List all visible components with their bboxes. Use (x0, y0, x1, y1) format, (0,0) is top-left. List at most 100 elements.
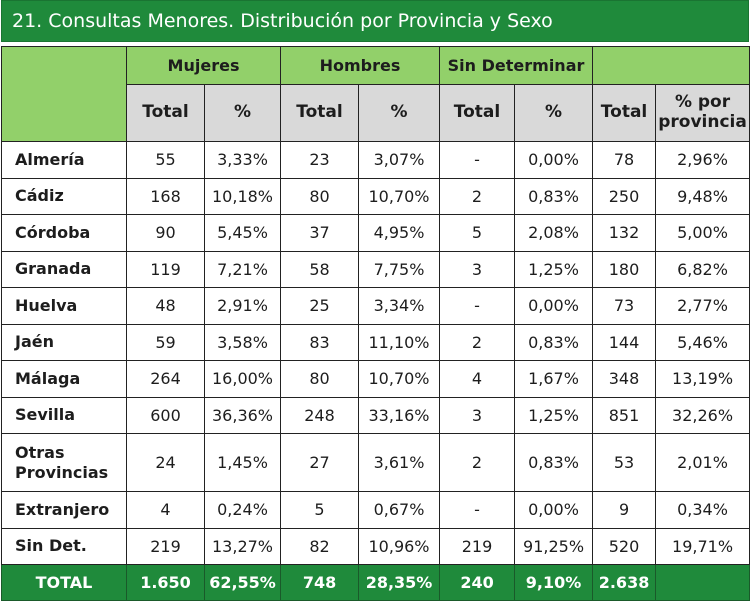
cell-sin-det-total: 2 (439, 433, 516, 492)
table-footer: TOTAL 1.650 62,55% 748 28,35% 240 9,10% … (1, 564, 750, 601)
province-name-line1: Huelva (15, 295, 78, 315)
cell-pct-provincia: 19,71% (655, 527, 750, 565)
cell-sin-det-pct: 1,25% (514, 396, 594, 434)
cell-mujeres-total: 55 (126, 141, 205, 179)
cell-sin-det-total: 3 (439, 396, 516, 434)
cell-pct-provincia: 5,00% (655, 214, 750, 252)
header-group-sin-determinar: Sin Determinar (439, 46, 594, 85)
cell-hombres-total: 248 (280, 396, 360, 434)
table-row: Extranjero 4 0,24% 5 0,67% -0,00% 9 0,34% (1, 491, 750, 529)
cell-hombres-pct: 3,61% (358, 433, 441, 492)
cell-sin-det-total: - (439, 141, 516, 179)
cell-total: 53 (592, 433, 657, 492)
total-mujeres-total: 1.650 (126, 564, 205, 601)
province-name: Huelva (1, 287, 127, 325)
total-hombres-total: 748 (280, 564, 360, 601)
cell-sin-det-total: 3 (439, 250, 516, 288)
cell-pct-provincia: 6,82% (655, 250, 750, 288)
cell-sin-det-pct: 1,67% (514, 360, 594, 398)
cell-mujeres-pct: 16,00% (203, 360, 282, 398)
header-total: Total (592, 84, 657, 142)
cell-total: 144 (592, 323, 657, 361)
cell-hombres-total: 27 (280, 433, 360, 492)
cell-sin-det-pct: 0,83% (514, 323, 594, 361)
cell-hombres-total: 23 (280, 141, 360, 179)
cell-total: 348 (592, 360, 657, 398)
total-label: TOTAL (1, 564, 127, 601)
cell-mujeres-pct: 3,58% (203, 323, 282, 361)
cell-pct-provincia: 2,77% (655, 287, 750, 325)
cell-total: 78 (592, 141, 657, 179)
cell-mujeres-pct: 36,36% (203, 396, 282, 434)
cell-sin-det-pct: 0,83% (514, 433, 594, 492)
cell-hombres-pct: 3,34% (358, 287, 441, 325)
cell-total: 851 (592, 396, 657, 434)
province-name-line1: Sin Det. (15, 536, 87, 556)
cell-sin-det-total: 2 (439, 177, 516, 215)
total-sin-det-pct: 9,10% (514, 564, 594, 601)
cell-sin-det-total: - (439, 491, 516, 529)
cell-sin-det-pct: 0,83% (514, 177, 594, 215)
cell-total: 250 (592, 177, 657, 215)
cell-hombres-total: 82 (280, 527, 360, 565)
header-sin-det-pct: % (514, 84, 594, 142)
table-row: Almería 55 3,33% 23 3,07% -0,00% 78 2,96% (1, 141, 750, 179)
province-name-line1: Cádiz (15, 186, 64, 206)
table-row: Córdoba 90 5,45% 37 4,95% 5 2,08% 132 5,00% (1, 214, 750, 252)
data-table: Mujeres Hombres Sin Determinar Total % T… (1, 46, 750, 601)
cell-mujeres-total: 4 (126, 491, 205, 529)
cell-hombres-total: 80 (280, 360, 360, 398)
province-name: Extranjero (1, 491, 127, 529)
table-row: Sevilla 600 36,36% 248 33,16% 3 1,25% 851 32,26% (1, 396, 750, 434)
table-title: 21. Consultas Menores. Distribución por … (1, 0, 749, 42)
cell-total: 180 (592, 250, 657, 288)
table-row: Huelva 48 2,91% 25 3,34% -0,00% 73 2,77% (1, 287, 750, 325)
cell-hombres-total: 58 (280, 250, 360, 288)
cell-pct-provincia: 0,34% (655, 491, 750, 529)
header-mujeres-total: Total (126, 84, 205, 142)
cell-hombres-total: 83 (280, 323, 360, 361)
table-row: Otras Provincias 24 1,45% 27 3,61% 2 0,83% 53 2,0… (1, 433, 750, 492)
table-row: Jaén 59 3,58% 83 11,10% 2 0,83% 144 5,46% (1, 323, 750, 361)
cell-pct-provincia: 9,48% (655, 177, 750, 215)
cell-pct-provincia: 32,26% (655, 396, 750, 434)
cell-mujeres-total: 219 (126, 527, 205, 565)
cell-sin-det-pct: 0,00% (514, 141, 594, 179)
header-pct-provincia-line1: % por (674, 92, 731, 113)
cell-sin-det-pct: 0,00% (514, 287, 594, 325)
total-pct-provincia (655, 564, 750, 601)
table-row: Cádiz 168 10,18% 80 10,70% 2 0,83% 250 9,48% (1, 177, 750, 215)
cell-hombres-total: 80 (280, 177, 360, 215)
cell-mujeres-total: 600 (126, 396, 205, 434)
province-name-line2: Provincias (15, 462, 109, 482)
cell-total: 73 (592, 287, 657, 325)
cell-mujeres-pct: 1,45% (203, 433, 282, 492)
province-name: Córdoba (1, 214, 127, 252)
cell-sin-det-total: 219 (439, 527, 516, 565)
header-pct-provincia: % por provincia (655, 84, 750, 142)
header-group-empty (592, 46, 750, 85)
cell-hombres-total: 25 (280, 287, 360, 325)
cell-hombres-pct: 33,16% (358, 396, 441, 434)
cell-hombres-pct: 10,70% (358, 177, 441, 215)
cell-total: 520 (592, 527, 657, 565)
cell-sin-det-pct: 91,25% (514, 527, 594, 565)
total-hombres-pct: 28,35% (358, 564, 441, 601)
total-sin-det-total: 240 (439, 564, 516, 601)
province-name: Granada (1, 250, 127, 288)
province-name: Otras Provincias (1, 433, 127, 492)
province-name-line1: Jaén (15, 332, 54, 352)
cell-mujeres-pct: 13,27% (203, 527, 282, 565)
cell-hombres-pct: 3,07% (358, 141, 441, 179)
province-name-line1: Córdoba (15, 222, 91, 242)
cell-pct-provincia: 13,19% (655, 360, 750, 398)
table-row: Sin Det. 219 13,27% 82 10,96% 219 91,25% 520 19,… (1, 527, 750, 565)
cell-sin-det-pct: 2,08% (514, 214, 594, 252)
header-pct-provincia-line2: provincia (658, 112, 747, 132)
province-name-line1: Almería (15, 149, 85, 169)
cell-pct-provincia: 2,01% (655, 433, 750, 492)
header-group-mujeres: Mujeres (125, 46, 282, 85)
header-hombres-total: Total (280, 84, 360, 142)
province-name-line1: Málaga (15, 368, 81, 388)
cell-hombres-pct: 11,10% (358, 323, 441, 361)
